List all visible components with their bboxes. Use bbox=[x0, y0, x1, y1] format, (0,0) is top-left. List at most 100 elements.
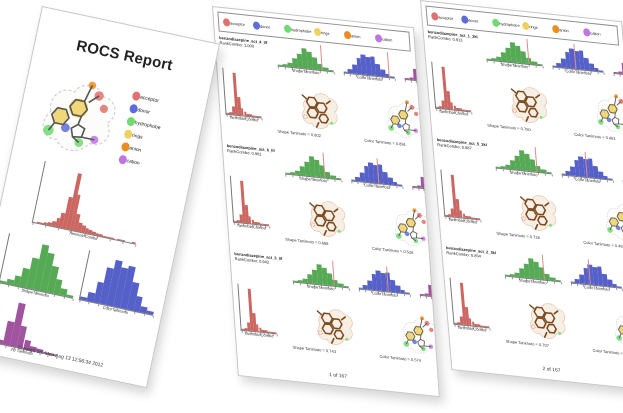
colortanimoto-histogram-block: ColorTanimoto bbox=[77, 250, 164, 324]
legend-label: anion bbox=[559, 27, 570, 33]
overlay-score-histogram bbox=[431, 61, 473, 115]
hit-header: benzodiazepine_act_1_3kl RankCombo: 0.91… bbox=[427, 30, 482, 46]
legend-item-hydrophobe: hydrophobe bbox=[491, 18, 523, 30]
color-tanimoto-mini: ColorTanimoto bbox=[545, 44, 609, 82]
hit-row-main: ShapeTanimoto ColorTanimoto 2D Tanimoto … bbox=[286, 259, 440, 369]
overlay-score-histogram bbox=[440, 169, 482, 223]
query-molecule-icon bbox=[25, 64, 129, 168]
legend-label: donor bbox=[260, 23, 271, 30]
cation-dot-icon bbox=[582, 27, 591, 37]
legend-label: hydrophobe bbox=[134, 119, 162, 131]
hit-row-main: ShapeTanimoto ColorTanimoto 2D Tanimoto … bbox=[271, 43, 440, 153]
overlay-score-histogram bbox=[222, 67, 263, 121]
overlay-score-histogram-block: TanimotoCombo bbox=[237, 283, 278, 344]
axis-label: 2D Tanimoto bbox=[614, 74, 623, 83]
legend-label: acceptor bbox=[139, 94, 160, 104]
report-page-2: acceptor donor hydrophobe rings anion cation … bbox=[420, 0, 623, 392]
overlay-score-histogram bbox=[449, 277, 491, 331]
legend-label: rings bbox=[529, 24, 538, 30]
mini-histogram-row: ShapeTanimoto ColorTanimoto 2D Tanimoto bbox=[489, 145, 623, 192]
legend-item-rings: rings bbox=[521, 21, 553, 33]
molecule-row: Shape Tanimoto = 0.750 Color Tanimoto = … bbox=[483, 77, 623, 147]
report-page-1: acceptor donor hydrophobe rings anion cation … bbox=[212, 6, 440, 398]
molecule-row: Shape Tanimoto = 0.743 Color Tanimoto = … bbox=[289, 299, 434, 369]
color-overlay-cell: Color Tanimoto = 0.488 bbox=[579, 194, 623, 258]
legend-item-hydrophobe: hydrophobe bbox=[283, 24, 314, 36]
mini-histogram-row: ShapeTanimoto ColorTanimoto 2D Tanimoto bbox=[480, 37, 623, 84]
shape-overlay-molecule-icon bbox=[309, 301, 358, 352]
mini-histogram-row: ShapeTanimoto ColorTanimoto 2D Tanimoto bbox=[498, 253, 623, 300]
legend-label: donor bbox=[136, 106, 151, 115]
color-tanimoto-mini: ColorTanimoto bbox=[564, 259, 623, 298]
shape-tanimoto-mini: ShapeTanimoto bbox=[489, 145, 557, 184]
hydrophobe-dot-icon bbox=[283, 24, 291, 34]
hit-row: benzodiazepine_act_3_lif RankCombo: 0.94… bbox=[230, 249, 440, 378]
hit-row-main: ShapeTanimoto ColorTanimoto 2D Tanimoto … bbox=[279, 151, 440, 261]
legend-item-cation: cation bbox=[582, 27, 614, 39]
color-overlay-molecule-icon bbox=[394, 310, 440, 361]
legend-label: anion bbox=[128, 145, 142, 154]
legend-label: acceptor bbox=[438, 14, 454, 21]
legend-label: anion bbox=[351, 33, 361, 39]
legend-item-cation: cation bbox=[374, 33, 405, 45]
legend-item-anion: anion bbox=[344, 30, 375, 42]
hit-header: benzodiazepine_act_4_lif RankCombo: 1.00… bbox=[219, 36, 274, 52]
hit-row-main: ShapeTanimoto ColorTanimoto 2D Tanimoto … bbox=[480, 37, 623, 147]
2d-tanimoto-mini: 2D Tanimoto bbox=[616, 158, 623, 196]
color-overlay-molecule-icon bbox=[379, 94, 428, 145]
color-overlay-molecule-icon bbox=[597, 196, 623, 247]
color-overlay-cell: Color Tanimoto = 0.574 bbox=[376, 308, 440, 372]
legend-label: cation bbox=[126, 157, 141, 166]
legend-label: acceptor bbox=[229, 20, 245, 27]
legend-item-donor: donor bbox=[253, 21, 284, 33]
color-overlay-cell: Color Tanimoto = 0.461 bbox=[570, 86, 623, 150]
axis-label: 2D Tanimoto bbox=[431, 297, 440, 304]
molecule-row: Shape Tanimoto = 0.698 Color Tanimoto = … bbox=[282, 191, 427, 261]
color-overlay-cell: Color Tanimoto = 0.374 bbox=[588, 302, 623, 366]
hit-row: benzodiazepine_act_2_3kl RankCombo: 0.85… bbox=[442, 243, 623, 372]
hit-row-main: ShapeTanimoto ColorTanimoto 2D Tanimoto … bbox=[498, 253, 623, 363]
hit-header: benzodiazepine_act_5_3kl RankCombo: 0.88… bbox=[437, 138, 492, 154]
legend-item-acceptor: acceptor bbox=[430, 12, 462, 24]
legend-label: rings bbox=[320, 30, 330, 36]
shape-overlay-molecule-icon bbox=[503, 79, 553, 130]
hit-row-main: ShapeTanimoto ColorTanimoto 2D Tanimoto … bbox=[489, 145, 623, 255]
legend-label: hydrophobe bbox=[498, 20, 520, 28]
feature-legend: acceptor donor hydrophobe rings anion cation bbox=[117, 89, 183, 176]
hit-header: benzodiazepine_act_3_lif RankCombo: 0.94… bbox=[234, 252, 289, 268]
color-tanimoto-mini: ColorTanimoto bbox=[554, 152, 618, 190]
hit-header: benzodiazepine_act_6_lif RankCombo: 0.98… bbox=[227, 144, 282, 160]
color-tanimoto-mini: ColorTanimoto bbox=[337, 50, 401, 88]
shape-tanimoto-mini: ShapeTanimoto bbox=[271, 43, 339, 82]
shape-overlay-molecule-icon bbox=[513, 187, 563, 238]
overlay-score-histogram-block: TanimotoCombo bbox=[449, 277, 491, 338]
hit-header: benzodiazepine_act_2_3kl RankCombo: 0.85… bbox=[446, 246, 501, 262]
overlay-score-histogram bbox=[229, 175, 271, 229]
shape-tanimoto-mini: ShapeTanimoto bbox=[279, 151, 347, 190]
shape-overlay-molecule-icon bbox=[302, 193, 351, 244]
color-overlay-molecule-icon bbox=[588, 88, 623, 139]
shape-tanimoto-mini: ShapeTanimoto bbox=[498, 253, 566, 292]
2d-tanimoto-mini: 2D Tanimoto bbox=[607, 50, 623, 88]
overlay-score-histogram-block: TanimotoCombo bbox=[431, 61, 473, 122]
color-overlay-molecule-icon bbox=[387, 202, 436, 253]
2d-tanimoto-mini: 2D Tanimoto bbox=[413, 271, 440, 310]
shape-tanimoto-mini: ShapeTanimoto bbox=[286, 259, 354, 298]
legend-label: rings bbox=[131, 132, 144, 141]
color-overlay-cell: Color Tanimoto = 0.526 bbox=[368, 200, 440, 264]
legend-label: cation bbox=[381, 36, 393, 42]
mini-histogram-row: ShapeTanimoto ColorTanimoto 2D Tanimoto bbox=[271, 43, 440, 90]
legend-label: hydrophobe bbox=[290, 26, 312, 34]
molecule-row: Shape Tanimoto = 0.726 Color Tanimoto = … bbox=[492, 185, 623, 255]
color-overlay-molecule-icon bbox=[607, 304, 623, 355]
cation-dot-icon bbox=[374, 33, 382, 43]
legend-item-anion: anion bbox=[552, 24, 583, 36]
shape-overlay-molecule-icon bbox=[522, 295, 572, 346]
overlay-score-histogram bbox=[237, 283, 278, 337]
shape-overlay-molecule-icon bbox=[294, 85, 343, 136]
shape-tanimoto-mini: ShapeTanimoto bbox=[480, 37, 548, 76]
color-tanimoto-mini: ColorTanimoto bbox=[352, 266, 416, 304]
color-tanimoto-mini: ColorTanimoto bbox=[344, 158, 408, 196]
legend-item-rings: rings bbox=[313, 27, 345, 39]
